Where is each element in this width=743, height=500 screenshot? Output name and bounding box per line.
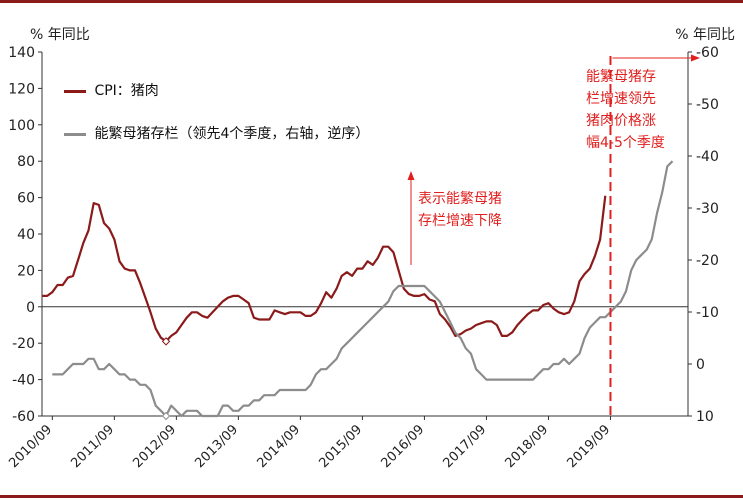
top-rule: [0, 0, 743, 3]
x-axis-tick-label: 2011/09: [68, 422, 117, 471]
legend-item-sow: 能繁母猪存栏（领先4个季度，右轴，逆序）: [64, 123, 369, 143]
x-axis-tick-label: 2012/09: [130, 422, 179, 471]
right-axis-tick-label: -20: [696, 253, 719, 269]
left-axis-tick-label: 0: [26, 300, 35, 316]
series-line-sow: [52, 160, 674, 418]
legend-swatch-cpi: [64, 89, 86, 93]
left-axis-tick-label: 140: [8, 45, 35, 61]
right-axis-tick-label: -60: [696, 45, 719, 61]
x-axis-tick-label: 2014/09: [254, 422, 303, 471]
x-axis-tick-label: 2019/09: [565, 422, 614, 471]
x-axis-tick-label: 2017/09: [440, 422, 489, 471]
legend-label-sow: 能繁母猪存栏（领先4个季度，右轴，逆序）: [94, 126, 370, 142]
annotation-left: 表示能繁母猪 存栏增速下降: [418, 191, 502, 229]
legend-item-cpi: CPI：猪肉: [64, 80, 159, 100]
right-axis-tick-label: -50: [696, 97, 719, 113]
x-axis-tick-label: 2015/09: [316, 422, 365, 471]
bottom-rule: [0, 495, 743, 498]
left-axis-tick-label: 100: [8, 118, 35, 134]
left-axis-tick-label: 80: [17, 154, 35, 170]
right-axis-unit: % 年同比: [675, 27, 735, 43]
x-axis-tick-label: 2013/09: [192, 422, 241, 471]
right-axis-tick-label: -40: [696, 149, 719, 165]
annotation-arrowhead-right: [691, 54, 700, 62]
left-axis-tick-label: 60: [17, 191, 35, 207]
x-axis-tick-label: 2018/09: [502, 422, 551, 471]
legend-label-cpi: CPI：猪肉: [94, 83, 159, 99]
legend-swatch-sow: [64, 132, 86, 136]
left-axis-tick-label: 120: [8, 81, 35, 97]
right-axis-tick-label: 10: [696, 409, 714, 425]
x-axis-tick-label: 2016/09: [378, 422, 427, 471]
series-line-cpi: [42, 195, 607, 343]
x-axis-tick-label: 2010/09: [6, 422, 55, 471]
marker-diamond-0: [161, 337, 171, 346]
left-axis-tick-label: -40: [12, 373, 35, 389]
left-axis-tick-label: 20: [17, 263, 35, 279]
left-axis-unit: % 年同比: [30, 27, 90, 43]
marker-diamond-1: [161, 411, 171, 421]
left-axis-tick-label: -60: [12, 409, 35, 425]
right-axis-tick-label: -30: [696, 201, 719, 217]
right-axis-tick-label: -10: [696, 305, 719, 321]
left-axis-tick-label: 40: [17, 227, 35, 243]
right-axis-tick-label: 0: [696, 357, 705, 373]
annotation-arrowhead-up: [407, 171, 415, 180]
annotation-right: 能繁母猪存 栏增速领先 猪肉价格涨 幅4-5个季度: [586, 69, 665, 151]
left-axis-tick-label: -20: [12, 336, 35, 352]
